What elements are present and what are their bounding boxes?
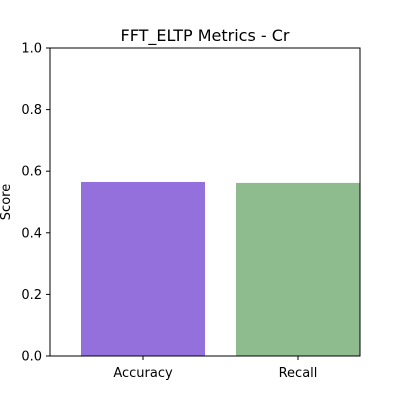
y-tick-label: 0.0 (21, 350, 42, 365)
chart-title: FFT_ELTP Metrics - Cr (121, 26, 290, 46)
bar-recall (236, 182, 360, 356)
x-tick-label: Recall (279, 366, 318, 381)
y-axis-label: Score (0, 184, 14, 220)
bars-group (81, 181, 360, 356)
y-tick-label: 0.4 (21, 226, 42, 241)
y-tick-label: 1.0 (21, 42, 42, 57)
plot-frame (49, 47, 361, 357)
y-tick-label: 0.8 (21, 103, 42, 118)
x-tick-label: Accuracy (113, 366, 173, 381)
y-axis: 0.0 0.2 0.4 0.6 0.8 1.0 (21, 42, 50, 365)
y-tick-label: 0.6 (21, 165, 42, 180)
x-axis: Accuracy Recall (113, 356, 317, 381)
y-tick-label: 0.2 (21, 288, 42, 303)
bar-accuracy (81, 181, 205, 356)
